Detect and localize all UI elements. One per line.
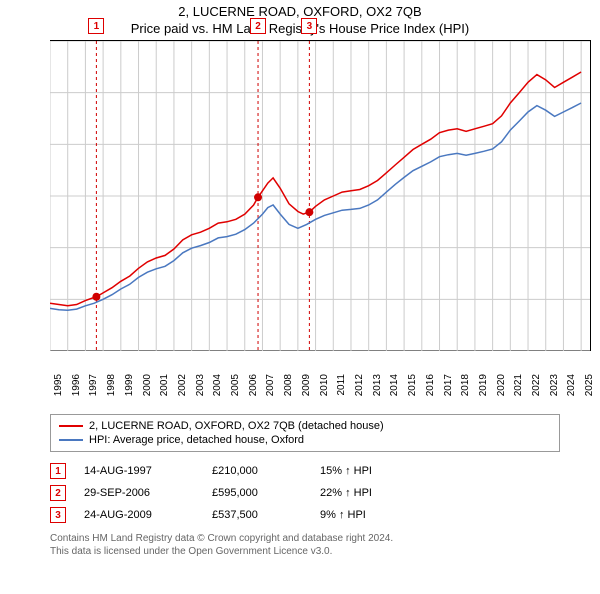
legend-swatch-hpi bbox=[59, 439, 83, 441]
xtick-label: 2009 bbox=[301, 374, 312, 414]
xtick-label: 2012 bbox=[354, 374, 365, 414]
event-row-3: 3 24-AUG-2009 £537,500 9% ↑ HPI bbox=[50, 504, 600, 526]
xtick-label: 2008 bbox=[283, 374, 294, 414]
chart-marker-badge: 2 bbox=[250, 18, 266, 34]
xtick-label: 2006 bbox=[248, 374, 259, 414]
title-main: 2, LUCERNE ROAD, OXFORD, OX2 7QB bbox=[0, 4, 600, 19]
xtick-label: 2025 bbox=[584, 374, 595, 414]
event-row-2: 2 29-SEP-2006 £595,000 22% ↑ HPI bbox=[50, 482, 600, 504]
xtick-label: 2017 bbox=[443, 374, 454, 414]
event-price-3: £537,500 bbox=[212, 509, 302, 521]
events-list: 1 14-AUG-1997 £210,000 15% ↑ HPI 2 29-SE… bbox=[50, 460, 600, 526]
xtick-label: 2020 bbox=[496, 374, 507, 414]
legend-label-property: 2, LUCERNE ROAD, OXFORD, OX2 7QB (detach… bbox=[89, 420, 384, 432]
plot bbox=[50, 40, 591, 351]
xtick-label: 2010 bbox=[319, 374, 330, 414]
footer: Contains HM Land Registry data © Crown c… bbox=[50, 532, 600, 558]
event-row-1: 1 14-AUG-1997 £210,000 15% ↑ HPI bbox=[50, 460, 600, 482]
xtick-label: 2015 bbox=[407, 374, 418, 414]
legend: 2, LUCERNE ROAD, OXFORD, OX2 7QB (detach… bbox=[50, 414, 560, 452]
event-badge-1: 1 bbox=[50, 463, 66, 479]
xtick-label: 1995 bbox=[53, 374, 64, 414]
footer-line1: Contains HM Land Registry data © Crown c… bbox=[50, 532, 600, 545]
event-badge-3: 3 bbox=[50, 507, 66, 523]
xtick-label: 1998 bbox=[106, 374, 117, 414]
chart-area: £0£200K£400K£600K£800K£1M£1.2M 123 bbox=[50, 40, 590, 370]
event-pct-2: 22% ↑ HPI bbox=[320, 487, 410, 499]
xtick-label: 2011 bbox=[336, 374, 347, 414]
chart-container: 2, LUCERNE ROAD, OXFORD, OX2 7QB Price p… bbox=[0, 4, 600, 594]
xtick-label: 2019 bbox=[478, 374, 489, 414]
xtick-label: 1996 bbox=[71, 374, 82, 414]
legend-label-hpi: HPI: Average price, detached house, Oxfo… bbox=[89, 434, 304, 446]
xtick-label: 2000 bbox=[142, 374, 153, 414]
chart-marker-badge: 3 bbox=[301, 18, 317, 34]
legend-row-property: 2, LUCERNE ROAD, OXFORD, OX2 7QB (detach… bbox=[59, 419, 551, 433]
legend-row-hpi: HPI: Average price, detached house, Oxfo… bbox=[59, 433, 551, 447]
legend-swatch-property bbox=[59, 425, 83, 427]
xtick-label: 2013 bbox=[372, 374, 383, 414]
event-pct-1: 15% ↑ HPI bbox=[320, 465, 410, 477]
xtick-label: 2005 bbox=[230, 374, 241, 414]
chart-marker-badge: 1 bbox=[88, 18, 104, 34]
xtick-label: 1997 bbox=[88, 374, 99, 414]
xtick-label: 2002 bbox=[177, 374, 188, 414]
xtick-label: 2007 bbox=[265, 374, 276, 414]
event-price-1: £210,000 bbox=[212, 465, 302, 477]
xtick-label: 2003 bbox=[195, 374, 206, 414]
event-badge-2: 2 bbox=[50, 485, 66, 501]
xtick-label: 1999 bbox=[124, 374, 135, 414]
event-date-1: 14-AUG-1997 bbox=[84, 465, 194, 477]
x-axis-labels: 1995 1996 1997 1998 1999 2000 2001 2002 2003 2004… bbox=[50, 370, 590, 414]
xtick-label: 2022 bbox=[531, 374, 542, 414]
xtick-label: 2014 bbox=[389, 374, 400, 414]
event-date-3: 24-AUG-2009 bbox=[84, 509, 194, 521]
event-pct-3: 9% ↑ HPI bbox=[320, 509, 410, 521]
xtick-label: 2001 bbox=[159, 374, 170, 414]
event-price-2: £595,000 bbox=[212, 487, 302, 499]
xtick-label: 2018 bbox=[460, 374, 471, 414]
xtick-label: 2021 bbox=[513, 374, 524, 414]
xtick-label: 2024 bbox=[566, 374, 577, 414]
xtick-label: 2016 bbox=[425, 374, 436, 414]
xtick-label: 2023 bbox=[549, 374, 560, 414]
xtick-label: 2004 bbox=[212, 374, 223, 414]
event-date-2: 29-SEP-2006 bbox=[84, 487, 194, 499]
footer-line2: This data is licensed under the Open Gov… bbox=[50, 545, 600, 558]
